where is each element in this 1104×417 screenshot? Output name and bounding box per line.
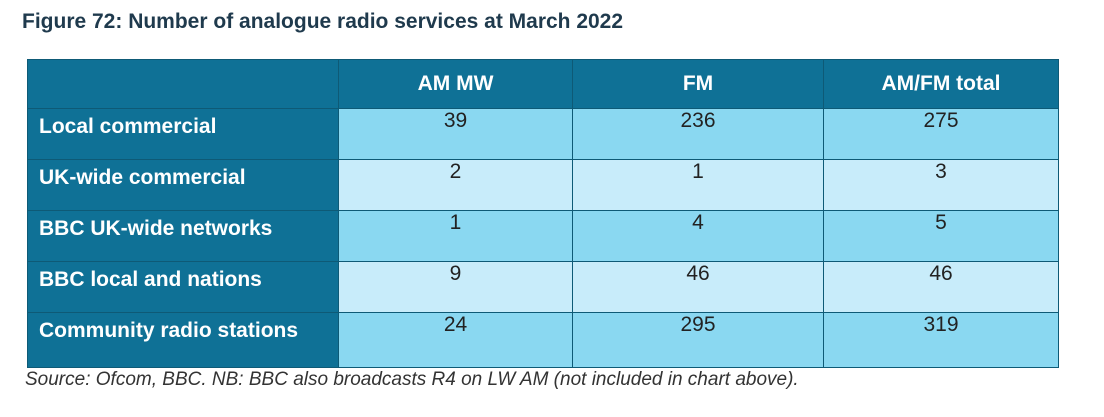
cell-fm: 1 [572,159,824,211]
row-label: Community radio stations [27,312,339,368]
row-label: Local commercial [27,108,339,160]
table-row: BBC local and nations 9 46 46 [27,261,1059,313]
radio-services-table: AM MW FM AM/FM total Local commercial 39… [27,59,1059,368]
cell-total: 5 [823,210,1059,262]
cell-fm: 4 [572,210,824,262]
table-row: BBC UK-wide networks 1 4 5 [27,210,1059,262]
cell-am-mw: 39 [338,108,573,160]
table-header-row: AM MW FM AM/FM total [27,59,1059,109]
cell-am-mw: 9 [338,261,573,313]
cell-total: 46 [823,261,1059,313]
table-row: UK-wide commercial 2 1 3 [27,159,1059,211]
cell-total: 319 [823,312,1059,368]
column-header-am-mw: AM MW [338,59,573,109]
cell-am-mw: 2 [338,159,573,211]
table-row: Community radio stations 24 295 319 [27,312,1059,368]
cell-total: 275 [823,108,1059,160]
cell-am-mw: 24 [338,312,573,368]
cell-fm: 46 [572,261,824,313]
source-note: Source: Ofcom, BBC. NB: BBC also broadca… [25,369,799,390]
table-row: Local commercial 39 236 275 [27,108,1059,160]
figure-title: Figure 72: Number of analogue radio serv… [22,10,624,33]
row-label: BBC local and nations [27,261,339,313]
row-label: BBC UK-wide networks [27,210,339,262]
header-corner-cell [27,59,339,109]
row-label: UK-wide commercial [27,159,339,211]
column-header-am-fm-total: AM/FM total [823,59,1059,109]
cell-total: 3 [823,159,1059,211]
cell-fm: 295 [572,312,824,368]
cell-fm: 236 [572,108,824,160]
column-header-fm: FM [572,59,824,109]
cell-am-mw: 1 [338,210,573,262]
